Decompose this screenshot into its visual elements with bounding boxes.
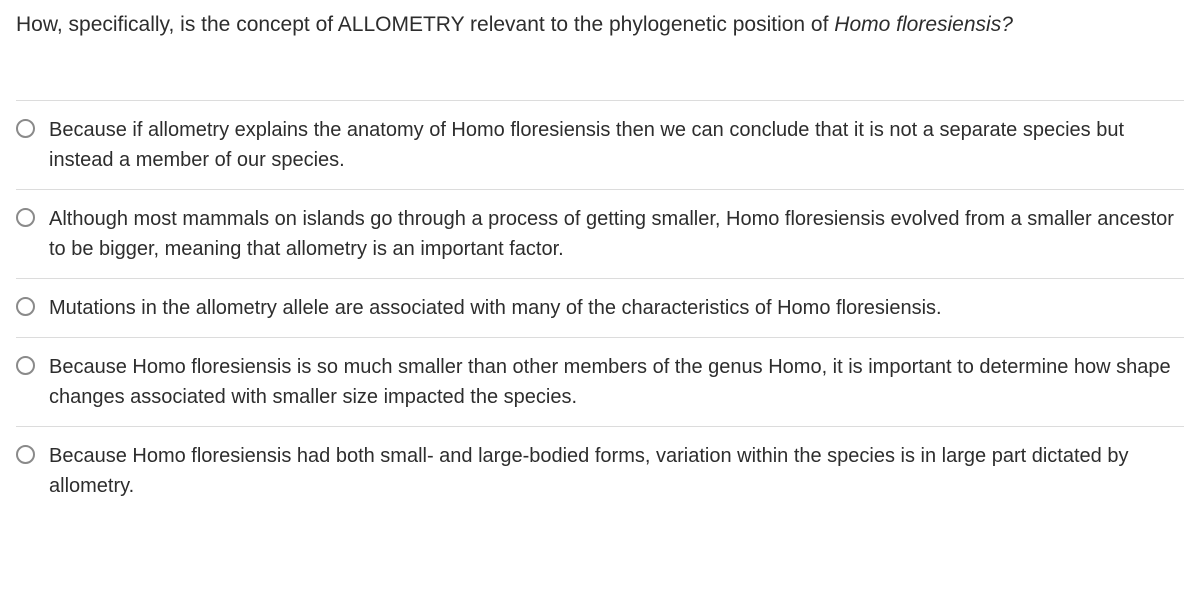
radio-icon[interactable] [16, 356, 35, 375]
radio-icon[interactable] [16, 119, 35, 138]
radio-icon[interactable] [16, 208, 35, 227]
radio-icon[interactable] [16, 445, 35, 464]
option-row[interactable]: Although most mammals on islands go thro… [16, 189, 1184, 278]
option-label: Because Homo floresiensis is so much sma… [49, 352, 1184, 412]
option-row[interactable]: Mutations in the allometry allele are as… [16, 278, 1184, 337]
option-label: Because Homo floresiensis had both small… [49, 441, 1184, 501]
question-italic: Homo floresiensis? [834, 13, 1013, 36]
option-label: Because if allometry explains the anatom… [49, 115, 1184, 175]
radio-icon[interactable] [16, 297, 35, 316]
option-label: Mutations in the allometry allele are as… [49, 293, 942, 323]
option-row[interactable]: Because Homo floresiensis had both small… [16, 426, 1184, 515]
options-list: Because if allometry explains the anatom… [16, 100, 1184, 515]
question-prefix: How, specifically, is the concept of ALL… [16, 13, 834, 36]
option-row[interactable]: Because if allometry explains the anatom… [16, 100, 1184, 189]
question-text: How, specifically, is the concept of ALL… [16, 10, 1184, 40]
option-label: Although most mammals on islands go thro… [49, 204, 1184, 264]
option-row[interactable]: Because Homo floresiensis is so much sma… [16, 337, 1184, 426]
